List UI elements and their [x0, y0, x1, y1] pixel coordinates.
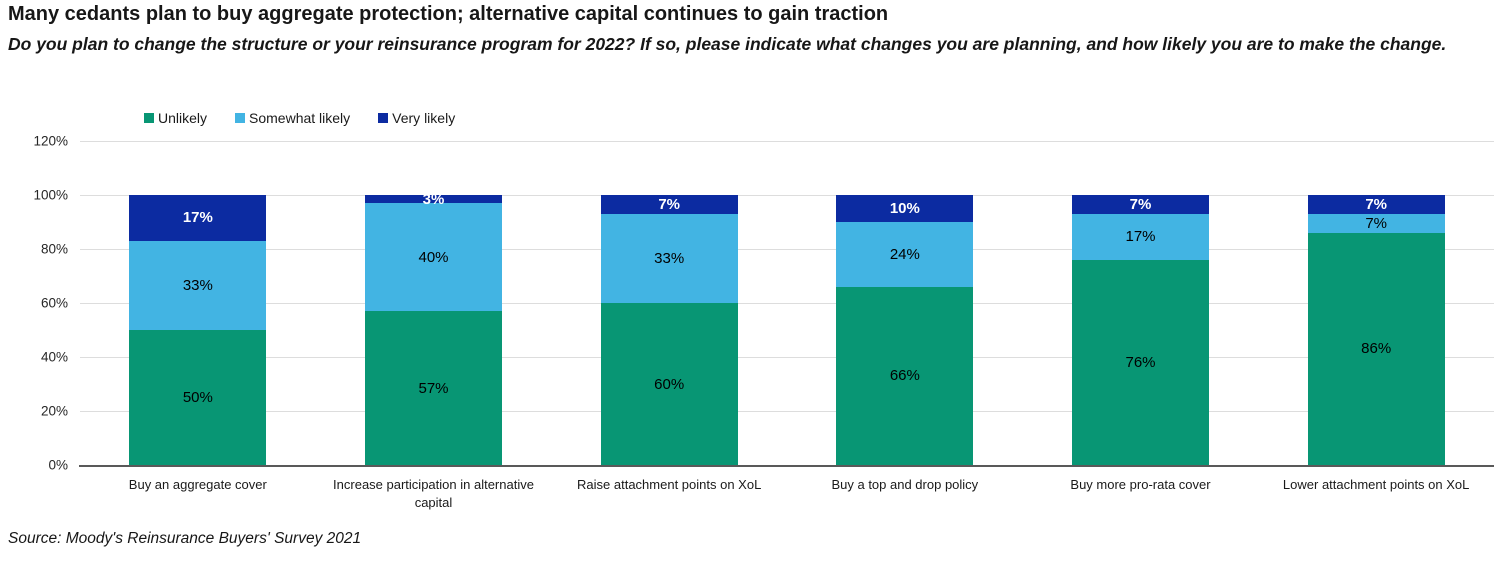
bar-value-label: 17% — [182, 209, 213, 227]
bar-segment-very-likely: 7% — [1072, 195, 1209, 214]
chart-subtitle: Do you plan to change the structure or y… — [8, 34, 1447, 54]
bar-value-label: 17% — [1125, 228, 1156, 246]
gridline — [80, 303, 1494, 304]
legend-item-very-likely: Very likely — [378, 110, 455, 126]
bar-segment-unlikely: 60% — [600, 303, 738, 465]
bar-value-label: 40% — [418, 248, 449, 266]
bar-segment-unlikely: 76% — [1072, 259, 1209, 465]
bar-value-label: 50% — [182, 389, 213, 406]
x-axis-category-label: Lower attachment points on XoL — [1282, 477, 1470, 492]
gridline — [80, 141, 1494, 142]
bar-segment-unlikely: 57% — [365, 311, 502, 465]
y-axis-tick: 20% — [40, 403, 68, 419]
bar-segment-very-likely: 10% — [836, 195, 974, 222]
bar-value-label: 57% — [418, 379, 449, 397]
bar-value-label: 7% — [1365, 214, 1387, 232]
legend-label: Unlikely — [158, 110, 208, 126]
y-axis-tick: 120% — [33, 133, 68, 149]
bar-segment-somewhat-likely: 33% — [600, 213, 738, 303]
bar-value-label: 3% — [422, 190, 445, 208]
gridline — [80, 249, 1494, 250]
bar-value-label: 86% — [1361, 340, 1392, 358]
bar-value-label: 24% — [889, 245, 920, 263]
bar-value-label: 7% — [1365, 195, 1387, 213]
x-axis-category-label: Buy an aggregate cover — [128, 477, 267, 492]
legend-label: Somewhat likely — [249, 110, 351, 126]
x-axis-category-label: Increase participation in alternative ca… — [333, 477, 534, 510]
legend-item-somewhat-likely: Somewhat likely — [235, 110, 350, 126]
bar-value-label: 7% — [1129, 195, 1152, 213]
y-axis-tick: 0% — [48, 457, 68, 473]
bar-value-label: 10% — [889, 200, 920, 217]
y-axis-tick: 80% — [40, 241, 68, 257]
gridline — [80, 195, 1494, 196]
bar-value-label: 66% — [889, 367, 920, 385]
legend-item-unlikely: Unlikely — [144, 110, 207, 126]
x-axis-category-label: Buy more pro-rata cover — [1070, 477, 1211, 492]
bar-segment-unlikely: 86% — [1307, 232, 1445, 465]
chart-title: Many cedants plan to buy aggregate prote… — [8, 3, 889, 25]
legend: Unlikely Somewhat likely Very likely — [144, 110, 455, 126]
bar-segment-somewhat-likely: 40% — [365, 203, 502, 312]
gridline — [80, 411, 1494, 412]
bar-value-label: 60% — [654, 375, 685, 393]
bar-segment-very-likely: 17% — [129, 195, 267, 241]
bar-segment-very-likely: 7% — [1307, 195, 1445, 214]
bar-value-label: 76% — [1125, 353, 1156, 371]
bar-segment-very-likely: 7% — [600, 195, 738, 214]
x-axis-category-label: Buy a top and drop policy — [831, 477, 979, 492]
legend-swatch-somewhat-likely — [235, 113, 246, 123]
bar-value-label: 33% — [654, 249, 685, 267]
bar-segment-somewhat-likely: 17% — [1072, 213, 1209, 260]
x-axis-category-label: Raise attachment points on XoL — [577, 477, 762, 492]
legend-label: Very likely — [392, 110, 456, 126]
y-axis-tick: 100% — [33, 187, 68, 203]
y-axis-tick: 60% — [40, 295, 68, 311]
bar-value-label: 7% — [658, 195, 680, 213]
y-axis-tick: 40% — [40, 349, 68, 365]
x-axis-line — [79, 465, 1494, 467]
bar-segment-very-likely: 3% — [365, 192, 502, 207]
bar-value-label: 33% — [182, 276, 213, 294]
bar-segment-somewhat-likely: 7% — [1307, 213, 1445, 233]
legend-swatch-very-likely — [378, 113, 389, 123]
bar-segment-somewhat-likely: 24% — [836, 222, 974, 287]
bar-segment-unlikely: 66% — [836, 286, 974, 465]
bar-segment-somewhat-likely: 33% — [129, 240, 267, 330]
gridline — [80, 357, 1494, 358]
bar-segment-unlikely: 50% — [129, 330, 267, 465]
source-note: Source: Moody's Reinsurance Buyers' Surv… — [8, 530, 362, 547]
legend-swatch-unlikely — [144, 113, 154, 123]
